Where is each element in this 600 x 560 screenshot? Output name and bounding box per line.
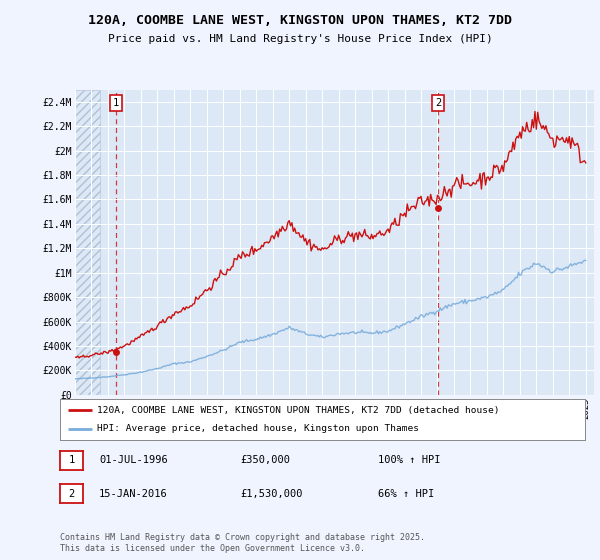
- Text: 120A, COOMBE LANE WEST, KINGSTON UPON THAMES, KT2 7DD: 120A, COOMBE LANE WEST, KINGSTON UPON TH…: [88, 14, 512, 27]
- Polygon shape: [75, 90, 100, 395]
- Text: 2: 2: [68, 489, 74, 499]
- Text: £350,000: £350,000: [240, 455, 290, 465]
- Text: Contains HM Land Registry data © Crown copyright and database right 2025.
This d: Contains HM Land Registry data © Crown c…: [60, 533, 425, 553]
- Text: 100% ↑ HPI: 100% ↑ HPI: [378, 455, 440, 465]
- Text: 1: 1: [68, 455, 74, 465]
- Text: 1: 1: [113, 98, 119, 108]
- Text: 01-JUL-1996: 01-JUL-1996: [99, 455, 168, 465]
- Text: HPI: Average price, detached house, Kingston upon Thames: HPI: Average price, detached house, King…: [97, 424, 419, 433]
- Text: 15-JAN-2016: 15-JAN-2016: [99, 489, 168, 499]
- Text: Price paid vs. HM Land Registry's House Price Index (HPI): Price paid vs. HM Land Registry's House …: [107, 34, 493, 44]
- Text: £1,530,000: £1,530,000: [240, 489, 302, 499]
- Text: 66% ↑ HPI: 66% ↑ HPI: [378, 489, 434, 499]
- Text: 120A, COOMBE LANE WEST, KINGSTON UPON THAMES, KT2 7DD (detached house): 120A, COOMBE LANE WEST, KINGSTON UPON TH…: [97, 405, 499, 414]
- Text: 2: 2: [435, 98, 441, 108]
